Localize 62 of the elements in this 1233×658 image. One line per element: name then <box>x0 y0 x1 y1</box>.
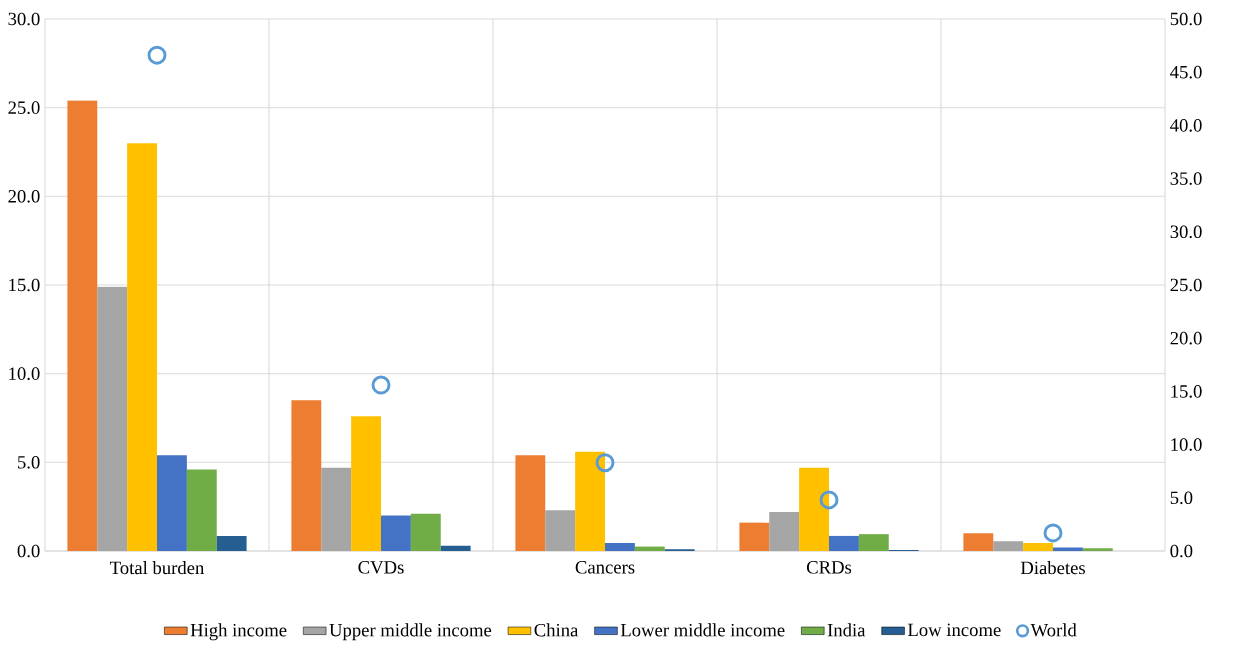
point <box>371 375 391 395</box>
y2-tick-label: 50.0 <box>1170 12 1202 26</box>
legend-label: Lower middle income <box>620 623 785 637</box>
x-tick-label: CRDs <box>806 561 852 574</box>
bar <box>858 534 889 551</box>
legend-label: India <box>827 623 866 637</box>
y2-tick-label: 45.0 <box>1170 65 1202 79</box>
bar <box>291 400 322 551</box>
bar <box>993 541 1024 551</box>
x-tick-label: Cancers <box>575 561 635 574</box>
bar <box>799 467 829 551</box>
y2-tick-label: 35.0 <box>1170 172 1202 185</box>
y-tick-label: 25.0 <box>8 101 40 115</box>
y-tick-label: 10.0 <box>9 367 40 381</box>
bar <box>1023 543 1053 551</box>
y2-tick-label: 20.0 <box>1170 331 1202 345</box>
y2-tick-label: 0.0 <box>1170 544 1193 558</box>
y2-tick-label: 25.0 <box>1170 278 1202 292</box>
bar <box>1082 548 1113 551</box>
bar <box>157 455 187 551</box>
bar <box>440 545 471 551</box>
point <box>595 453 615 473</box>
bar <box>829 535 859 551</box>
bar <box>186 469 217 551</box>
point <box>1043 523 1063 543</box>
y2-tick-label: 40.0 <box>1170 119 1202 132</box>
y-tick-label: 15.0 <box>9 278 40 292</box>
legend-label: China <box>534 623 579 637</box>
bar <box>963 533 994 551</box>
bar <box>769 511 800 551</box>
legend-label: World <box>1030 623 1077 637</box>
x-tick-label: Total burden <box>110 561 205 575</box>
bar <box>575 451 605 551</box>
legend-label: Upper middle income <box>329 623 492 641</box>
y-tick-label: 0.0 <box>17 544 40 558</box>
x-tick-label: CVDs <box>358 561 404 574</box>
legend-label: High income <box>190 623 287 641</box>
bar <box>97 286 128 551</box>
bar <box>739 522 770 551</box>
y2-tick-label: 10.0 <box>1171 438 1202 451</box>
bar <box>634 546 665 551</box>
bar <box>321 467 352 551</box>
bar <box>216 535 247 551</box>
y-tick-label: 20.0 <box>8 189 40 203</box>
bar <box>381 515 411 551</box>
y-tick-label: 5.0 <box>18 455 40 469</box>
legend-label: Low income <box>907 623 1001 637</box>
y2-tick-label: 15.0 <box>1171 385 1202 398</box>
point <box>147 45 167 65</box>
x-tick-label: Diabetes <box>1020 561 1085 575</box>
point <box>819 490 839 510</box>
bar <box>410 513 441 551</box>
bar <box>127 143 157 551</box>
bar <box>515 455 546 551</box>
y-tick-label: 30.0 <box>8 12 40 26</box>
y2-tick-label: 30.0 <box>1170 225 1202 239</box>
bar <box>605 543 635 551</box>
bar <box>67 100 98 551</box>
y2-tick-label: 5.0 <box>1170 491 1193 505</box>
bar <box>545 510 576 551</box>
bar <box>1053 547 1083 551</box>
bar <box>351 416 381 551</box>
